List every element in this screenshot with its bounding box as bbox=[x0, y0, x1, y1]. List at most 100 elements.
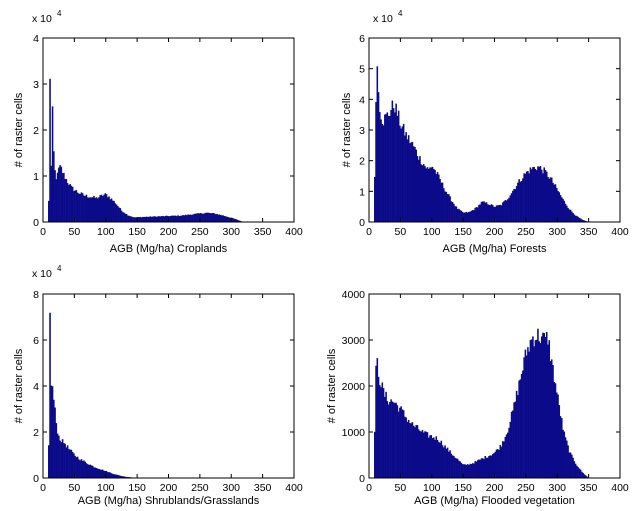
histogram-bar bbox=[104, 193, 107, 222]
histogram-bar bbox=[557, 190, 559, 222]
histogram-bar bbox=[76, 192, 79, 222]
histogram-bar bbox=[498, 449, 500, 478]
histogram-bar bbox=[549, 177, 552, 222]
histogram-bar bbox=[470, 210, 473, 222]
histogram-bar bbox=[64, 179, 66, 222]
histogram-bar bbox=[75, 457, 78, 478]
histogram-bar bbox=[386, 401, 389, 478]
histogram-bar bbox=[561, 418, 563, 478]
histogram-bar bbox=[100, 469, 103, 478]
histogram-bar bbox=[517, 394, 519, 478]
histogram-bar bbox=[417, 159, 420, 222]
histogram-bar bbox=[407, 135, 410, 222]
histogram-bar bbox=[219, 215, 222, 222]
histogram-bar bbox=[53, 399, 55, 478]
histogram-bar bbox=[542, 173, 544, 222]
histogram-bar bbox=[579, 218, 582, 222]
histogram-bar bbox=[204, 212, 207, 222]
histogram-bar bbox=[174, 215, 177, 222]
histogram-bar bbox=[114, 203, 117, 222]
histogram-bar bbox=[532, 167, 534, 222]
histogram-bar bbox=[411, 422, 414, 478]
histogram-bar bbox=[71, 186, 74, 222]
histogram-bar bbox=[134, 217, 137, 222]
histogram-bar bbox=[227, 217, 230, 222]
histogram-bar bbox=[119, 208, 122, 222]
histogram-bar bbox=[465, 465, 468, 478]
histogram-bar bbox=[99, 469, 102, 478]
histogram-bar bbox=[543, 167, 545, 222]
histogram-bar bbox=[404, 416, 406, 478]
histogram-bar bbox=[384, 114, 386, 222]
histogram-bar bbox=[513, 188, 515, 222]
histogram-bar bbox=[374, 431, 376, 478]
histogram-bar bbox=[456, 209, 459, 222]
histogram-bar bbox=[493, 206, 495, 222]
histogram-bars bbox=[48, 78, 245, 222]
x-tick-label: 50 bbox=[395, 226, 407, 238]
histogram-bar bbox=[216, 213, 218, 222]
histogram-bar bbox=[168, 216, 171, 222]
x-tick-label: 200 bbox=[160, 482, 178, 494]
histogram-bar bbox=[426, 432, 429, 478]
histogram-bar bbox=[53, 151, 55, 222]
x-tick-label: 250 bbox=[517, 226, 535, 238]
histogram-bar bbox=[123, 212, 125, 222]
histogram-bar bbox=[566, 440, 568, 478]
histogram-bar bbox=[559, 195, 562, 222]
histogram-bar bbox=[157, 216, 159, 222]
histogram-bar bbox=[474, 207, 476, 222]
histogram-bar bbox=[417, 429, 420, 478]
histogram-bar bbox=[128, 215, 130, 222]
histogram-bar bbox=[572, 457, 574, 478]
histogram-bar bbox=[192, 214, 194, 222]
histogram-bar bbox=[434, 169, 436, 222]
histogram-bar bbox=[444, 191, 446, 222]
histogram-bar bbox=[164, 215, 167, 222]
histogram-bar bbox=[438, 441, 440, 478]
histogram-bar bbox=[233, 218, 236, 222]
histogram-bar bbox=[466, 464, 469, 478]
histogram-bar bbox=[520, 181, 523, 222]
x-tick-label: 300 bbox=[548, 482, 566, 494]
histogram-bar bbox=[573, 461, 576, 478]
histogram-bar bbox=[410, 423, 412, 478]
histogram-bar bbox=[103, 470, 105, 478]
histogram-bar bbox=[441, 182, 444, 222]
histogram-bar bbox=[109, 199, 112, 222]
histogram-bar bbox=[571, 211, 573, 222]
histogram-bar bbox=[187, 214, 189, 222]
histogram-bar bbox=[387, 115, 390, 222]
histogram-bar bbox=[483, 459, 485, 478]
histogram-bar bbox=[440, 440, 443, 478]
histogram-bar bbox=[425, 168, 428, 222]
x-axis-label: AGB (Mg/ha) Shrublands/Grasslands bbox=[78, 495, 260, 507]
histogram-bar bbox=[499, 204, 502, 222]
histogram-bar bbox=[518, 179, 520, 222]
histogram-bar bbox=[507, 199, 509, 222]
histogram-bar bbox=[395, 402, 397, 478]
histogram-bar bbox=[107, 197, 109, 222]
histogram-bar bbox=[415, 149, 417, 222]
histogram-bar bbox=[552, 182, 554, 222]
histogram-bar bbox=[385, 391, 387, 478]
histogram-bar bbox=[172, 215, 174, 222]
histogram-bar bbox=[125, 214, 128, 222]
y-tick-label: 0 bbox=[359, 217, 365, 229]
histogram-bar bbox=[382, 388, 385, 478]
histogram-bar bbox=[471, 463, 474, 478]
histogram-bar bbox=[524, 173, 527, 222]
histogram-bar bbox=[405, 132, 407, 222]
histogram-bar bbox=[582, 472, 584, 478]
histogram-bar bbox=[401, 409, 404, 478]
histogram-bar bbox=[117, 206, 119, 222]
histogram-bar bbox=[144, 216, 147, 222]
histogram-bar bbox=[153, 216, 155, 222]
x-tick-label: 200 bbox=[486, 226, 504, 238]
histogram-bar bbox=[392, 402, 395, 478]
histogram-bar bbox=[392, 108, 395, 222]
histogram-bar bbox=[577, 467, 579, 478]
histogram-bar bbox=[556, 392, 558, 478]
histogram-bar bbox=[489, 455, 492, 478]
histogram-bar bbox=[98, 197, 100, 222]
